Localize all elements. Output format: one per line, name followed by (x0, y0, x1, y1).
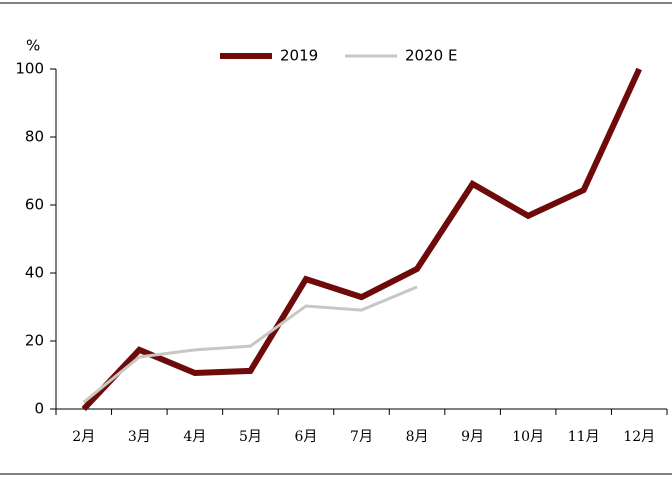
series-line (81, 67, 642, 412)
x-tick-label: 6月 (294, 429, 317, 445)
x-tick-label: 3月 (128, 429, 151, 445)
y-tick-label: 100 (15, 60, 44, 78)
series-line (82, 285, 418, 404)
y-unit: % (26, 37, 40, 55)
legend-label: 2019 (280, 47, 318, 65)
y-tick-label: 40 (25, 264, 44, 282)
y-tick-label: 20 (25, 332, 44, 350)
y-tick-label: 60 (25, 196, 44, 214)
x-tick-label: 12月 (623, 429, 655, 445)
x-tick-label: 8月 (406, 429, 429, 445)
x-tick-label: 10月 (512, 429, 544, 445)
y-tick-label: 80 (25, 128, 44, 146)
x-tick-label: 4月 (183, 429, 206, 445)
legend-label: 2020 E (405, 47, 457, 65)
x-tick-label: 2月 (72, 429, 95, 445)
x-tick-label: 5月 (239, 429, 262, 445)
x-tick-label: 7月 (350, 429, 373, 445)
x-tick-label: 9月 (461, 429, 484, 445)
x-tick-label: 11月 (568, 429, 600, 445)
y-tick-label: 0 (34, 400, 44, 418)
